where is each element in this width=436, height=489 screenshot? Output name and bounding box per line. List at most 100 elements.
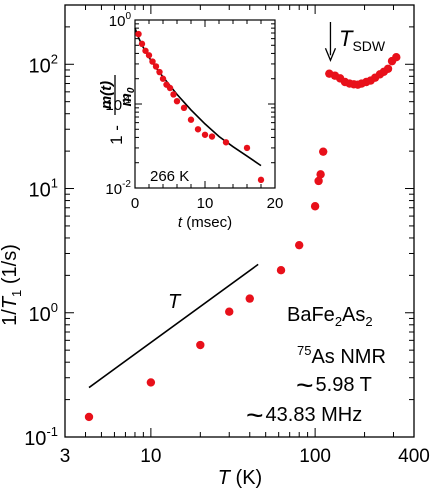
y-tick-label: 100 bbox=[29, 300, 58, 326]
tsdw-subscript: SDW bbox=[352, 38, 385, 54]
y-tick-base: 10 bbox=[29, 55, 51, 77]
inset-data-point bbox=[170, 91, 177, 98]
inset-data-point bbox=[180, 104, 188, 112]
inset-data-point bbox=[194, 126, 202, 133]
inset-data-point bbox=[145, 52, 153, 59]
nucleus-superscript: 75 bbox=[297, 343, 311, 358]
inset-y-axis-den-m: m bbox=[118, 93, 135, 106]
data-point bbox=[196, 340, 205, 350]
inset-data-point bbox=[156, 68, 163, 76]
inset-x-axis-symbol: t bbox=[178, 214, 183, 231]
inset-y-tick-exponent: -1 bbox=[122, 95, 131, 106]
y-axis-prefix: 1/ bbox=[0, 309, 21, 326]
inset-data-point bbox=[142, 47, 149, 54]
formula-part: BaFe bbox=[287, 304, 335, 326]
frequency-value: 43.83 MHz bbox=[266, 404, 363, 426]
inset-y-axis-numerator: m(t) bbox=[98, 81, 115, 109]
data-point bbox=[316, 170, 325, 179]
inset-y-tick-label: 10-2 bbox=[105, 179, 131, 198]
sample-formula: BaFe2As2 bbox=[287, 304, 373, 329]
x-tick-label: 100 bbox=[299, 446, 331, 467]
data-point bbox=[276, 266, 286, 275]
y-tick-exponent: 0 bbox=[51, 300, 58, 315]
inset-data-point bbox=[243, 144, 251, 152]
data-point bbox=[319, 147, 328, 156]
inset-y-axis-one-minus: 1 - bbox=[107, 125, 126, 145]
y-tick-exponent: 2 bbox=[51, 51, 58, 66]
y-tick-base: 10 bbox=[24, 428, 46, 450]
inset-y-tick-exponent: -2 bbox=[122, 179, 131, 190]
inset-data-point bbox=[166, 84, 174, 92]
inset-data-point bbox=[222, 139, 230, 146]
field-label: ~5.98 T bbox=[296, 369, 372, 402]
inset-y-tick-base: 10 bbox=[105, 181, 122, 198]
y-axis-subscript: 1 bbox=[9, 290, 24, 297]
inset-data-point bbox=[138, 40, 146, 48]
inset-data-point bbox=[173, 97, 181, 105]
inset-y-axis-label: 1 - m(t) m0 bbox=[98, 75, 137, 145]
data-point bbox=[383, 64, 393, 73]
y-tick-exponent: 1 bbox=[51, 176, 58, 191]
inset-y-axis-denominator: m0 bbox=[118, 87, 137, 106]
data-point bbox=[84, 412, 94, 422]
nmr-label: 75As NMR bbox=[297, 343, 386, 368]
inset-y-axis-den-sub: 0 bbox=[126, 87, 137, 93]
formula-subscript: 2 bbox=[365, 314, 372, 329]
tsdw-symbol: T bbox=[339, 26, 354, 51]
nucleus-name: As NMR bbox=[311, 346, 385, 368]
y-tick-label: 10-1 bbox=[24, 424, 58, 450]
data-point bbox=[314, 176, 323, 186]
inset-data-point bbox=[135, 30, 142, 38]
x-tick-label: 3 bbox=[60, 446, 71, 467]
y-axis-unit: (1/s) bbox=[0, 244, 21, 290]
data-point bbox=[146, 378, 156, 387]
data-point bbox=[392, 53, 401, 62]
data-point bbox=[225, 307, 234, 316]
inset-plot-frame bbox=[134, 19, 276, 189]
inset-x-tick-label: 0 bbox=[131, 195, 139, 212]
reference-line-T bbox=[88, 263, 259, 389]
inset-x-tick-label: 20 bbox=[267, 195, 284, 212]
tsdw-arrow-head bbox=[324, 48, 337, 62]
formula-subscript: 2 bbox=[335, 314, 342, 329]
y-tick-base: 10 bbox=[29, 304, 51, 326]
x-axis-label: T (K) bbox=[218, 467, 262, 489]
y-tick-exponent: -1 bbox=[46, 424, 58, 439]
inset-y-tick-base: 10 bbox=[105, 97, 122, 114]
inset-data-point bbox=[149, 58, 156, 65]
data-point bbox=[245, 294, 254, 303]
x-axis-unit: (K) bbox=[230, 467, 262, 489]
inset-data-point bbox=[159, 75, 167, 82]
main-plot-frame bbox=[64, 4, 415, 438]
inset-y-tick-label: 10-1 bbox=[105, 95, 131, 114]
y-axis-symbol: T bbox=[0, 295, 21, 309]
x-tick-label: 10 bbox=[140, 446, 161, 467]
tsdw-label: TSDW bbox=[339, 26, 386, 54]
inset-x-axis-label: t (msec) bbox=[178, 214, 232, 231]
frequency-label: ~43.83 MHz bbox=[246, 399, 362, 432]
data-point bbox=[310, 202, 320, 211]
field-value: 5.98 T bbox=[316, 374, 372, 396]
y-tick-base: 10 bbox=[29, 180, 51, 202]
inset-data-point bbox=[201, 131, 209, 138]
inset-x-axis-unit: (msec) bbox=[182, 214, 232, 231]
inset-y-tick-base: 10 bbox=[109, 13, 126, 30]
inset-data-point bbox=[187, 116, 195, 123]
reference-line-label: T bbox=[168, 291, 182, 313]
inset-data-point bbox=[257, 176, 265, 184]
inset-x-tick-label: 10 bbox=[197, 195, 214, 212]
formula-part: As bbox=[342, 304, 365, 326]
y-tick-label: 102 bbox=[29, 51, 58, 77]
inset-y-tick-label: 100 bbox=[109, 11, 132, 30]
inset-temperature-label: 266 K bbox=[150, 168, 189, 185]
x-tick-label: 400 bbox=[398, 446, 430, 467]
inset-data-point bbox=[152, 63, 160, 70]
approx-symbol: ~ bbox=[246, 399, 264, 432]
approx-symbol: ~ bbox=[296, 369, 314, 402]
y-tick-label: 101 bbox=[29, 176, 58, 202]
data-point bbox=[295, 240, 304, 250]
inset-y-tick-exponent: 0 bbox=[125, 11, 131, 22]
inset-data-point bbox=[208, 133, 216, 140]
